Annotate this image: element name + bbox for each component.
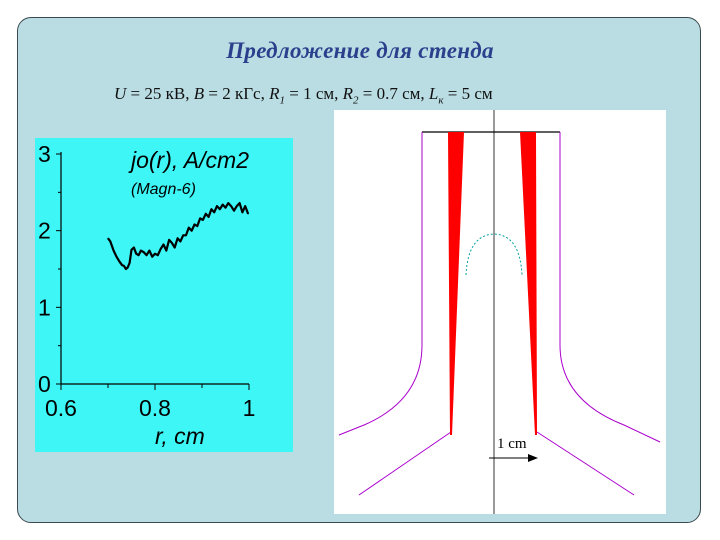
data-point — [154, 253, 156, 255]
data-point — [208, 216, 210, 218]
param-r1-value: = 1 см, — [284, 84, 343, 103]
data-point — [177, 237, 179, 239]
param-u-symbol: U — [114, 84, 127, 103]
x-tick-label: 1 — [243, 395, 256, 421]
parameters-line: U = 25 кВ, B = 2 кГс, R1 = 1 см, R2 = 0.… — [114, 84, 493, 106]
electrode-right — [520, 132, 537, 435]
diagram-canvas: 1 cm — [338, 110, 661, 514]
data-point — [118, 260, 120, 262]
data-point — [138, 254, 140, 256]
data-point — [179, 240, 181, 242]
param-u-value: = 25 кВ, — [126, 84, 194, 103]
data-point — [210, 208, 212, 210]
outer-contour-left — [338, 132, 423, 436]
data-point — [185, 234, 187, 236]
data-point — [188, 227, 190, 229]
data-point — [107, 237, 109, 239]
param-l-value: = 5 см — [443, 84, 493, 103]
data-point — [151, 256, 153, 258]
data-point — [135, 253, 137, 255]
data-point — [140, 250, 142, 252]
x-tick-label: 0.8 — [139, 395, 171, 421]
chart-subtitle: (Magn-6) — [131, 181, 196, 198]
data-point — [162, 243, 165, 246]
param-r2-subscript: 2 — [353, 94, 359, 107]
data-point — [241, 211, 243, 213]
data-point — [216, 205, 218, 207]
current-density-chart: 0 1 2 3 0.6 0.8 1 jo(r), A/cm2 (Magn-6) r, cm — [35, 138, 293, 452]
data-point — [125, 268, 127, 270]
data-point — [171, 242, 173, 244]
data-point — [233, 210, 235, 212]
data-point — [202, 219, 204, 221]
chart-canvas: 0 1 2 3 0.6 0.8 1 jo(r), A/cm2 (Magn-6) r, cm — [38, 141, 255, 449]
data-point — [205, 213, 207, 215]
lower-contour-left — [358, 431, 452, 496]
param-r1-symbol: R — [269, 84, 280, 103]
data-point — [130, 249, 133, 251]
data-point — [133, 246, 135, 249]
outer-contour-right — [559, 132, 661, 443]
param-l-subscript: к — [438, 94, 444, 107]
data-point — [165, 250, 167, 252]
data-point — [219, 208, 221, 210]
param-b-symbol: B — [193, 84, 205, 103]
electrode-left — [448, 132, 464, 435]
y-tick-label: 0 — [38, 371, 51, 397]
data-point — [121, 264, 123, 266]
data-point — [123, 265, 125, 267]
y-tick-label: 2 — [38, 218, 51, 244]
data-point — [239, 202, 241, 204]
data-point — [222, 204, 224, 206]
y-tick-label: 1 — [38, 294, 51, 320]
data-point — [157, 254, 159, 256]
scale-label: 1 cm — [497, 436, 527, 452]
x-tick-label: 0.6 — [45, 395, 77, 421]
data-point — [193, 223, 196, 226]
scale-arrow-head — [528, 454, 538, 462]
slide-title: Предложение для стенда — [226, 38, 494, 63]
series-points — [107, 202, 249, 270]
data-point — [236, 205, 238, 207]
data-point — [196, 225, 198, 227]
data-point — [227, 202, 229, 204]
chart-title: jo(r), A/cm2 — [128, 147, 249, 173]
data-point — [143, 251, 145, 253]
data-point — [230, 205, 232, 207]
data-point — [191, 230, 193, 232]
y-tick-label: 3 — [38, 141, 51, 167]
param-b-value: = 2 кГс, — [204, 84, 270, 103]
electrode-diagram: 1 cm — [334, 110, 666, 514]
data-point — [127, 266, 129, 269]
data-point — [213, 211, 215, 213]
data-point — [247, 213, 249, 215]
data-point — [148, 250, 150, 252]
param-r2-symbol: R — [342, 84, 354, 103]
data-point — [160, 248, 162, 250]
data-point — [168, 239, 170, 241]
data-point — [244, 205, 246, 207]
data-point — [129, 262, 131, 264]
lower-contour-right — [536, 431, 635, 496]
dashed-arc — [465, 233, 523, 276]
data-point — [174, 246, 176, 249]
data-point — [115, 256, 118, 258]
param-r2-value: = 0.7 см, — [358, 84, 429, 103]
data-point — [109, 240, 111, 242]
y-tick-group: 0 1 2 3 — [38, 141, 61, 397]
data-point — [145, 254, 148, 256]
series-line — [107, 201, 250, 271]
data-point — [224, 207, 227, 209]
data-point — [199, 217, 201, 219]
data-point — [113, 250, 115, 252]
x-axis-label: r, cm — [155, 423, 205, 449]
param-r1-subscript: 1 — [279, 94, 285, 107]
data-point — [182, 234, 184, 236]
x-tick-group: 0.6 0.8 1 — [45, 384, 255, 421]
param-l-symbol: L — [428, 84, 439, 103]
